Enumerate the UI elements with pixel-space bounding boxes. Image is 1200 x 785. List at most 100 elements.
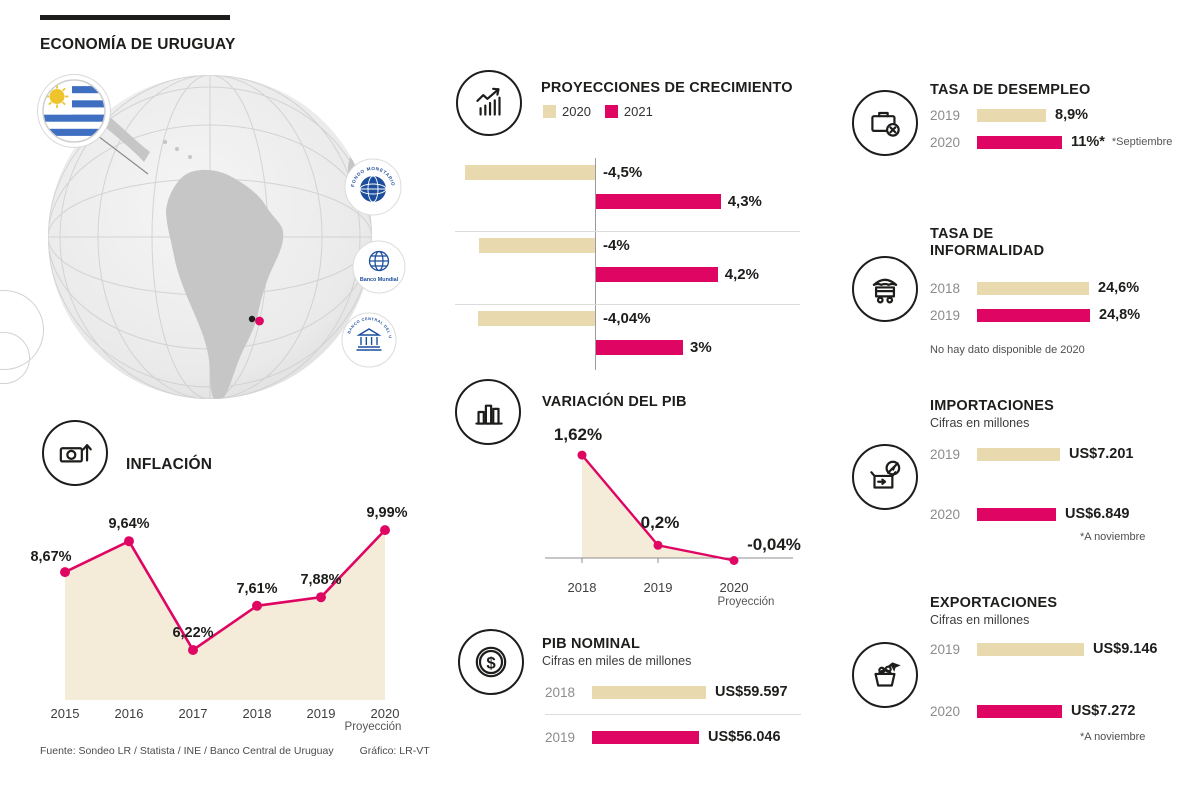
x-label-2018: 2018 [242,706,272,721]
x-label-2017: 2017 [178,706,208,721]
growth-bar-2020-g2 [479,238,595,253]
montevideo-dot [248,315,256,323]
growth-bar-2021-g3 [596,340,683,355]
exportaciones-footnote: *A noviembre [1080,731,1146,743]
importaciones-chart: 2019 US$7.201 2020 US$6.849 [930,446,1134,522]
row-year: 2018 [545,684,576,700]
world-bank-logo-icon: Banco Mundial [352,240,406,294]
legend-swatch-2021 [604,105,618,118]
x-label-2019: 2019 [643,580,673,595]
legend-label-2020: 2020 [562,104,591,119]
point-value-2019: 7,88% [300,572,342,589]
exportaciones-row-2019: 2019 US$9.146 [930,641,1158,657]
pib-variation-icon [455,379,521,445]
title-rule [40,15,230,20]
source-credit: Fuente: Sondeo LR / Statista / INE / Ban… [40,745,334,757]
x-label-2016: 2016 [114,706,144,721]
crecimiento-chart: -4,5% 4,3% -4% 4,2% -4,04% 3% [455,158,815,373]
section-title-inflacion: INFLACIÓN [126,456,213,473]
page-title: ECONOMÍA DE URUGUAY [40,36,236,53]
row-bar [977,642,1084,656]
growth-bar-value: 4,2% [724,266,759,283]
point-value-2020: 9,99% [366,505,408,522]
growth-bar-2020-g3 [477,311,595,326]
row-bar [592,685,706,699]
growth-bar-value: -4,04% [603,310,651,327]
inflacion-chart: 8,67% 9,64% 6,22% 7,61% 7,88% 9,99% 2015 2016 20… [30,505,415,753]
section-title-informalidad: TASA DE INFORMALIDAD [930,226,1045,259]
row-value: 8,9% [1055,107,1089,123]
row-year: 2019 [930,446,961,462]
x-sublabel: Proyección [717,596,775,608]
row-year: 2018 [930,280,961,296]
exports-icon [852,642,918,708]
imports-icon [852,444,918,510]
row-bar [977,108,1046,122]
section-title-exportaciones: EXPORTACIONES [930,595,1058,611]
point-value-2018: 7,61% [236,580,278,597]
row-year: 2020 [930,134,961,150]
footer: Fuente: Sondeo LR / Statista / INE / Ban… [40,745,430,757]
imf-logo-icon: FONDO MONETARIO INTERNACIONAL [344,158,402,216]
row-value: US$9.146 [1093,641,1158,657]
tasa-informalidad-row-2019: 2019 24,8% [930,307,1140,323]
row-year: 2020 [930,506,961,522]
section-title-importaciones: IMPORTACIONES [930,398,1054,414]
pib-nominal-row-2019: 2019 US$56.046 [545,729,825,745]
section-subtitle-importaciones: Cifras en millones [930,416,1030,430]
growth-bar-2020-g1 [464,165,595,180]
group-divider [455,231,800,232]
row-bar [977,281,1089,295]
central-bank-uruguay-logo-icon: BANCO CENTRAL DEL URUGUAY [341,312,397,368]
row-value: 24,8% [1099,307,1141,323]
section-title-variacion: VARIACIÓN DEL PIB [542,394,687,410]
graphic-credit: Gráfico: LR-VT [359,745,430,757]
tasa-desempleo-row-2019: 2019 8,9% [930,107,1172,123]
tasa-informalidad-row-2018: 2018 24,6% [930,280,1140,296]
importaciones-row-2019: 2019 US$7.201 [930,446,1134,462]
point-value-2017: 6,22% [172,625,214,641]
growth-bar-value: 3% [690,339,712,356]
x-label-2018: 2018 [567,580,597,595]
pib-nominal-row-2018: 2018 US$59.597 [545,684,825,700]
variacion-pib-plot [545,450,793,565]
x-label-2020: 2020 [719,580,749,595]
x-sublabel: Proyección [344,721,402,733]
informalidad-chart: 2018 24,6% 2019 24,8% [930,280,1140,323]
legend-label-2021: 2021 [623,104,653,119]
x-label-2020: 2020 [370,706,400,721]
row-bar [977,308,1090,322]
row-note: *Septiembre [1111,136,1173,148]
world-bank-label: Banco Mundial [360,277,399,283]
zero-axis [595,158,596,370]
informality-icon [852,256,918,322]
row-bar [977,135,1062,149]
section-title-crecimiento: PROYECCIONES DE CRECIMIENTO [541,80,793,96]
point-value-2015: 8,67% [30,549,72,566]
section-subtitle-pib-nominal: Cifras en miles de millones [542,654,692,668]
growth-bar-value: 4,3% [727,193,762,210]
row-year: 2019 [930,307,961,323]
tasa-desempleo-row-2020: 2020 11%* *Septiembre [930,134,1172,150]
row-bar [977,447,1060,461]
desempleo-chart: 2019 8,9% 2020 11%* *Septiembre [930,107,1172,150]
row-value: US$59.597 [715,684,788,700]
svg-text:$: $ [486,653,496,672]
x-label-2015: 2015 [50,706,80,721]
section-subtitle-exportaciones: Cifras en millones [930,613,1030,627]
section-title-desempleo: TASA DE DESEMPLEO [930,82,1091,98]
pib-nominal-chart: 2018 US$59.597 2019 US$56.046 [545,684,825,745]
point-value-2019: 0,2% [640,513,680,533]
uruguay-flag-icon [38,75,110,147]
legend-swatch-2020 [543,105,556,118]
row-bar [977,507,1056,521]
inflation-icon [42,420,108,486]
importaciones-row-2020: 2020 US$6.849 [930,506,1134,522]
chart-legend: 2020 2021 [543,104,667,119]
dollar-icon: $ [458,629,524,695]
flag-connector-line [97,135,149,175]
row-value: US$7.272 [1071,703,1136,719]
growth-bar-value: -4,5% [603,164,643,181]
point-value-2020: -0,04% [747,534,801,554]
